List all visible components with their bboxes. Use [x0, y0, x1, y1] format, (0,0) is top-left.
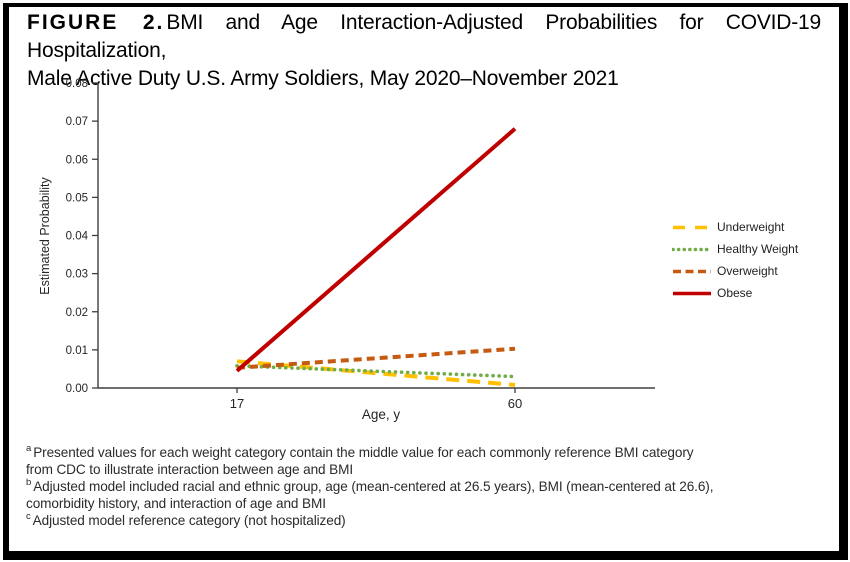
legend-label: Underweight	[717, 220, 785, 234]
line-chart: 0.000.010.020.030.040.050.060.070.08 17 6…	[38, 78, 655, 422]
legend-label: Obese	[717, 286, 753, 300]
y-tick-label: 0.02	[66, 307, 88, 319]
x-axis-ticks: 17 60	[230, 388, 522, 411]
y-tick-label: 0.03	[66, 269, 88, 281]
legend-swatch-healthy-weight-icon	[672, 247, 712, 251]
figure-title: FIGURE 2.BMI and Age Interaction-Adjuste…	[27, 9, 821, 93]
footnote-a: a Presented values for each weight catego…	[26, 443, 694, 477]
legend-item-healthy-weight: Healthy Weight	[672, 238, 798, 260]
figure-title-line2: Male Active Duty U.S. Army Soldiers, May…	[27, 67, 619, 90]
legend-item-underweight: Underweight	[672, 216, 798, 238]
y-axis-title: Estimated Probability	[38, 177, 52, 295]
y-tick-label: 0.04	[66, 231, 89, 243]
chart-series	[235, 127, 517, 387]
y-tick-label: 0.08	[66, 78, 88, 90]
y-tick-label: 0.05	[66, 192, 88, 204]
figure-title-line1-text: BMI and Age Interaction-Adjusted Probabi…	[27, 11, 821, 62]
legend-swatch-overweight-icon	[673, 269, 711, 273]
figure-label: FIGURE 2.	[27, 11, 165, 34]
legend-swatch-underweight-icon	[673, 225, 711, 229]
y-tick-label: 0.00	[66, 383, 88, 395]
figure-title-line1: FIGURE 2.BMI and Age Interaction-Adjuste…	[27, 9, 821, 65]
y-tick-label: 0.01	[66, 345, 88, 357]
footnote-b: b Adjusted model included racial and ethn…	[26, 477, 714, 511]
y-tick-label: 0.07	[66, 116, 88, 128]
legend-swatch-obese-icon	[673, 291, 711, 295]
footnote-c: c Adjusted model reference category (not …	[26, 511, 346, 528]
footnotes: a Presented values for each weight catego…	[26, 444, 832, 529]
footnote-marker: a	[26, 443, 32, 455]
series-line-healthy-weight	[235, 364, 517, 379]
legend-item-overweight: Overweight	[672, 260, 798, 282]
legend-item-obese: Obese	[672, 282, 798, 304]
footnote-marker: b	[26, 477, 32, 489]
series-line-overweight	[236, 346, 516, 370]
x-tick-label: 17	[230, 396, 244, 411]
chart-legend: Underweight Healthy Weight Overweight Obese	[672, 216, 798, 304]
series-line-obese	[235, 127, 517, 373]
x-axis-title: Age, y	[362, 407, 401, 422]
legend-label: Overweight	[717, 264, 778, 278]
footnote-marker: c	[26, 511, 31, 523]
y-axis-ticks: 0.00 0.01 0.02 0.03 0.04 0.05 0.06 0.07 0.08	[66, 78, 98, 395]
x-tick-label: 60	[508, 396, 522, 411]
legend-label: Healthy Weight	[717, 242, 799, 256]
y-tick-label: 0.06	[66, 154, 88, 166]
